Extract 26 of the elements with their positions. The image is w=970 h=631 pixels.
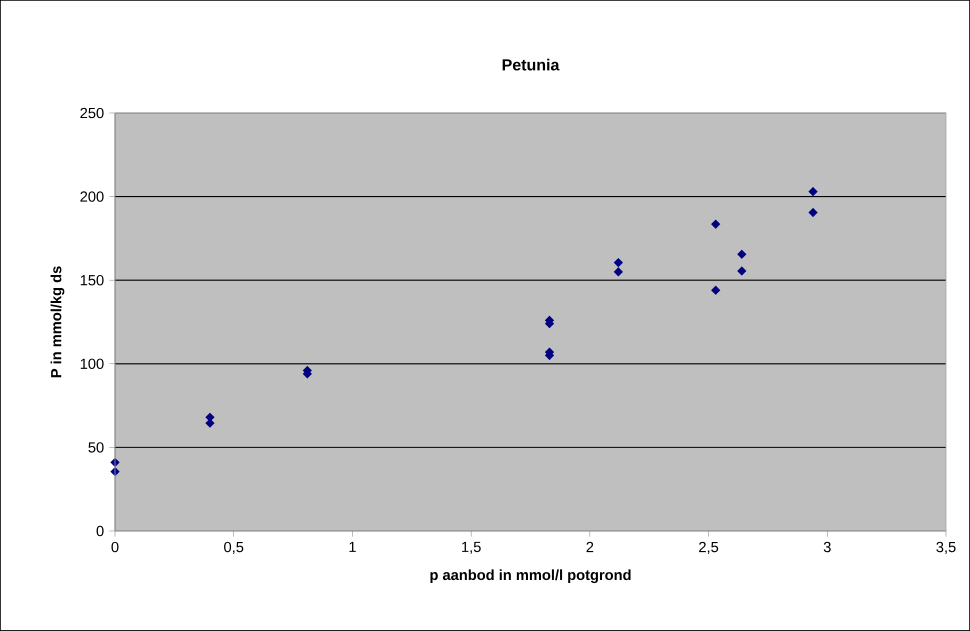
- point: [614, 258, 623, 268]
- point: [737, 250, 746, 259]
- x-tick-label: 1: [349, 542, 356, 552]
- y-axis-title: P in mmol/kg ds: [50, 266, 64, 378]
- x-tick-label: 1,5: [462, 542, 481, 554]
- y-tick-label: 150: [80, 275, 104, 286]
- x-tick-label: 3,5: [936, 542, 956, 554]
- point: [614, 267, 623, 276]
- chart-title: Petunia: [502, 58, 560, 70]
- x-tick-label: 0,5: [224, 542, 244, 554]
- y-tick-label: 0: [96, 526, 104, 536]
- x-tick-label: 0: [111, 542, 118, 552]
- point: [711, 220, 720, 229]
- x-axis-title: p aanbod in mmol/l potgrond: [430, 569, 631, 584]
- point: [205, 418, 215, 428]
- point: [711, 286, 720, 295]
- point: [808, 208, 818, 218]
- y-tick-label: 100: [80, 358, 104, 369]
- x-tick-label: 3: [824, 542, 831, 552]
- y-tick-label: 50: [88, 442, 104, 453]
- point: [737, 266, 746, 276]
- x-tick-label: 2,5: [699, 542, 718, 554]
- y-tick-label: 200: [80, 191, 104, 202]
- y-tick-label: 250: [80, 108, 104, 118]
- point: [808, 187, 818, 196]
- x-tick-label: 2: [586, 542, 594, 552]
